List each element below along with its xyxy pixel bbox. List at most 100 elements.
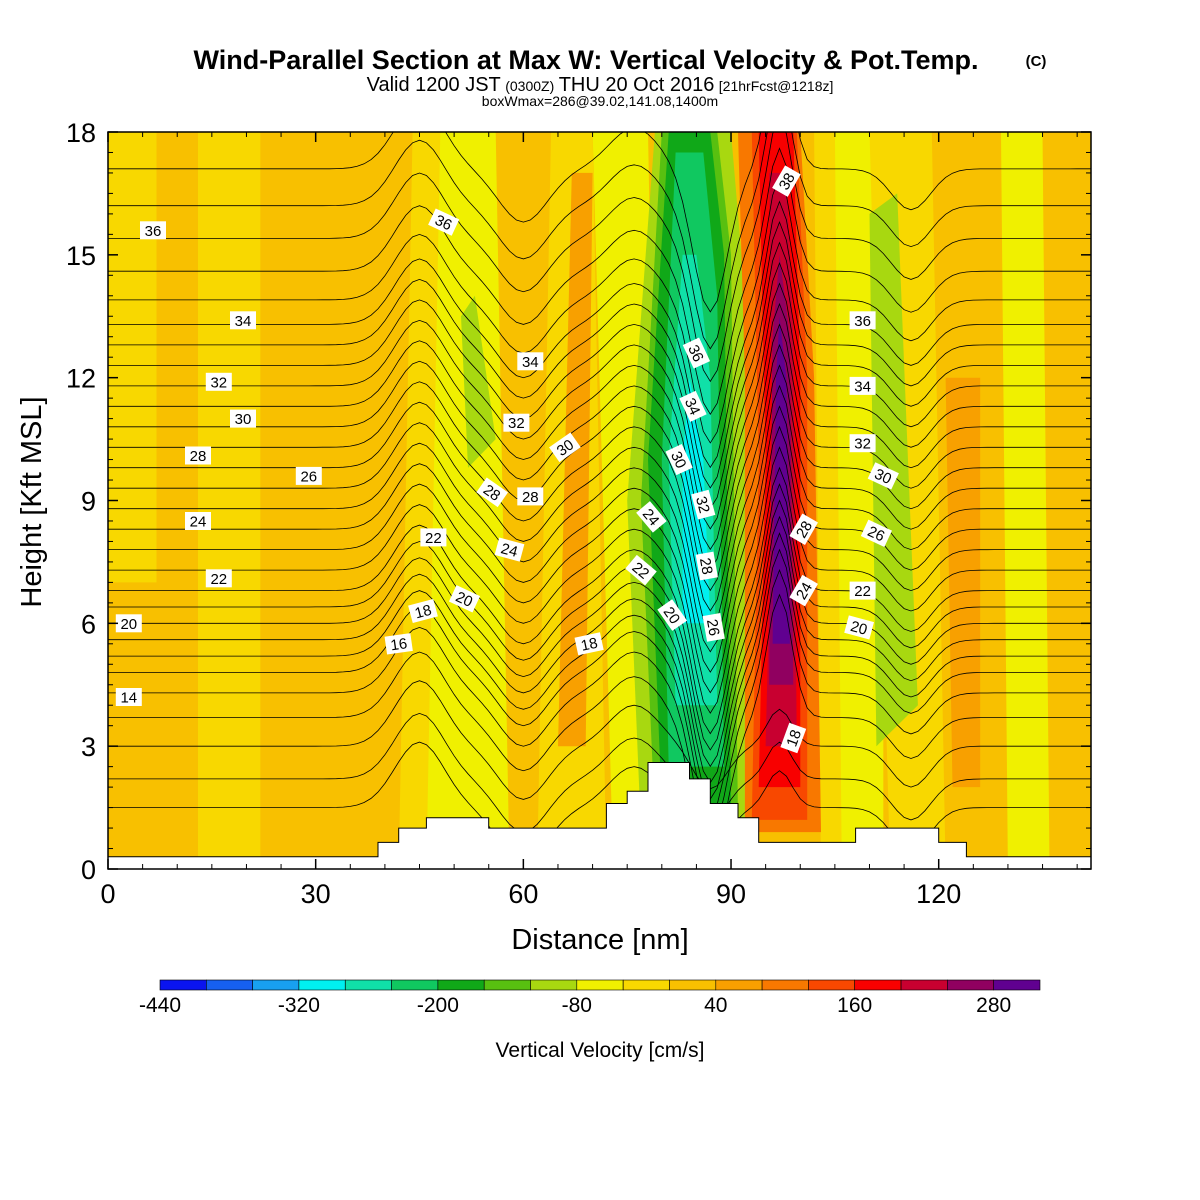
copyright-mark: (C) [1026, 53, 1047, 70]
contour-label-box [625, 554, 657, 586]
contour-label-text: 22 [854, 583, 871, 600]
contour-label-text: 20 [120, 616, 137, 633]
colorbar-swatch [622, 979, 670, 991]
colorbar-tick-label: -200 [417, 994, 459, 1017]
contour-label-box [448, 585, 481, 613]
field-patch [558, 172, 593, 747]
colorbar-swatch [530, 979, 578, 991]
field-patch [426, 132, 510, 869]
colorbar-swatch [854, 979, 902, 991]
contour-label-box [230, 409, 256, 428]
contour-label: 26 [295, 466, 322, 485]
y-tick-label: 3 [81, 732, 96, 762]
contour-label-text: 30 [872, 466, 894, 488]
x-tick-label: 120 [916, 879, 961, 909]
x-axis-label: Distance [nm] [511, 924, 688, 956]
contour-label-box [295, 466, 322, 485]
contour-label: 22 [420, 528, 447, 547]
contour-label-text: 22 [210, 571, 227, 588]
contour-label: 20 [115, 614, 142, 633]
contour-label-text: 34 [522, 354, 539, 371]
contour-label-text: 36 [145, 223, 162, 240]
terrain [108, 762, 1091, 869]
updraft-contour [772, 316, 790, 644]
colorbar-tick-label: -80 [562, 994, 592, 1017]
contour-label-box [636, 501, 667, 533]
contour-label: 36 [849, 311, 876, 330]
contour-label: 30 [230, 409, 256, 428]
contour-label: 34 [517, 352, 544, 371]
contour-label-text: 24 [499, 540, 520, 561]
contour-label-text: 28 [522, 489, 539, 506]
contour-label-box [665, 444, 693, 476]
contour-label-text: 26 [865, 523, 887, 545]
isentrope-line [108, 132, 1091, 313]
isentrope-line [108, 405, 1091, 673]
contour-label-box [230, 311, 256, 330]
contour-label-box [849, 434, 876, 453]
contour-label-box [695, 551, 718, 581]
contour-label-text: 32 [854, 436, 871, 453]
contour-label: 18 [574, 632, 604, 656]
contour-label: 26 [860, 519, 892, 547]
contour-label-text: 18 [413, 602, 434, 623]
contour-label: 34 [679, 390, 707, 422]
isentrope-line [108, 132, 1091, 383]
field-patch [108, 132, 157, 583]
contour-label-box [860, 519, 892, 547]
contour-label-box [185, 446, 211, 465]
colorbar-tick-label: -440 [139, 994, 181, 1017]
contour-label-box [844, 615, 874, 640]
colorbar-label: Vertical Velocity [cm/s] [496, 1039, 705, 1062]
isentrope-line [108, 483, 1091, 751]
x-tick-label: 90 [716, 879, 746, 909]
valid-utc: (0300Z) [505, 78, 554, 94]
contour-label: 28 [517, 487, 544, 506]
contour-label-box [867, 462, 899, 490]
colorbar: -440 -320 -200 -80 40 160 280 [139, 979, 1041, 1017]
isentrope-line [108, 147, 1091, 415]
contour-label-box [682, 337, 711, 369]
contour-label-box [428, 208, 460, 236]
contour-label-text: 24 [793, 580, 816, 603]
contour-label-text: 28 [793, 518, 816, 541]
contour-label: 38 [772, 165, 801, 197]
contour-label: 36 [140, 221, 166, 240]
colorbar-swatch [391, 979, 439, 991]
contour-label-text: 34 [681, 396, 703, 418]
contour-label: 28 [789, 513, 818, 545]
contour-label: 30 [867, 462, 899, 490]
valid-prefix: Valid 1200 JST [367, 74, 501, 96]
contour-label: 24 [789, 574, 818, 607]
isentrope-line [108, 261, 1091, 530]
colorbar-swatch [947, 979, 995, 991]
forecast-tag: [21hrFcst@1218z] [719, 78, 834, 94]
contour-label-text: 36 [684, 342, 706, 364]
contour-label-box [115, 614, 142, 633]
colorbar-swatch [344, 979, 392, 991]
isentrope-line [108, 515, 1091, 784]
colorbar-swatch [808, 979, 856, 991]
contour-label-text: 18 [579, 635, 599, 655]
y-tick-label: 9 [81, 487, 96, 517]
contour-label-box [789, 574, 818, 607]
x-tick-label: 60 [508, 879, 538, 909]
contour-label-box [657, 599, 688, 631]
colorbar-swatch [993, 979, 1041, 991]
x-tick-label: 30 [301, 879, 331, 909]
terrain-outline [108, 762, 1091, 858]
valid-time-line: Valid 1200 JST (0300Z) THU 20 Oct 2016 [… [367, 74, 834, 96]
contour-label-text: 30 [235, 411, 252, 428]
isentrope-line [108, 220, 1091, 489]
contour-label-box [789, 513, 818, 545]
contour-label-text: 38 [776, 170, 799, 193]
contour-label-box [849, 376, 876, 395]
colorbar-tick-label: 280 [976, 994, 1011, 1017]
contour-label: 20 [448, 585, 481, 613]
contour-label-box [494, 537, 525, 562]
contour-label: 18 [408, 598, 438, 624]
colorbar-tick-label: -320 [278, 994, 320, 1017]
y-tick-label: 12 [66, 364, 96, 394]
contour-label: 32 [849, 434, 876, 453]
